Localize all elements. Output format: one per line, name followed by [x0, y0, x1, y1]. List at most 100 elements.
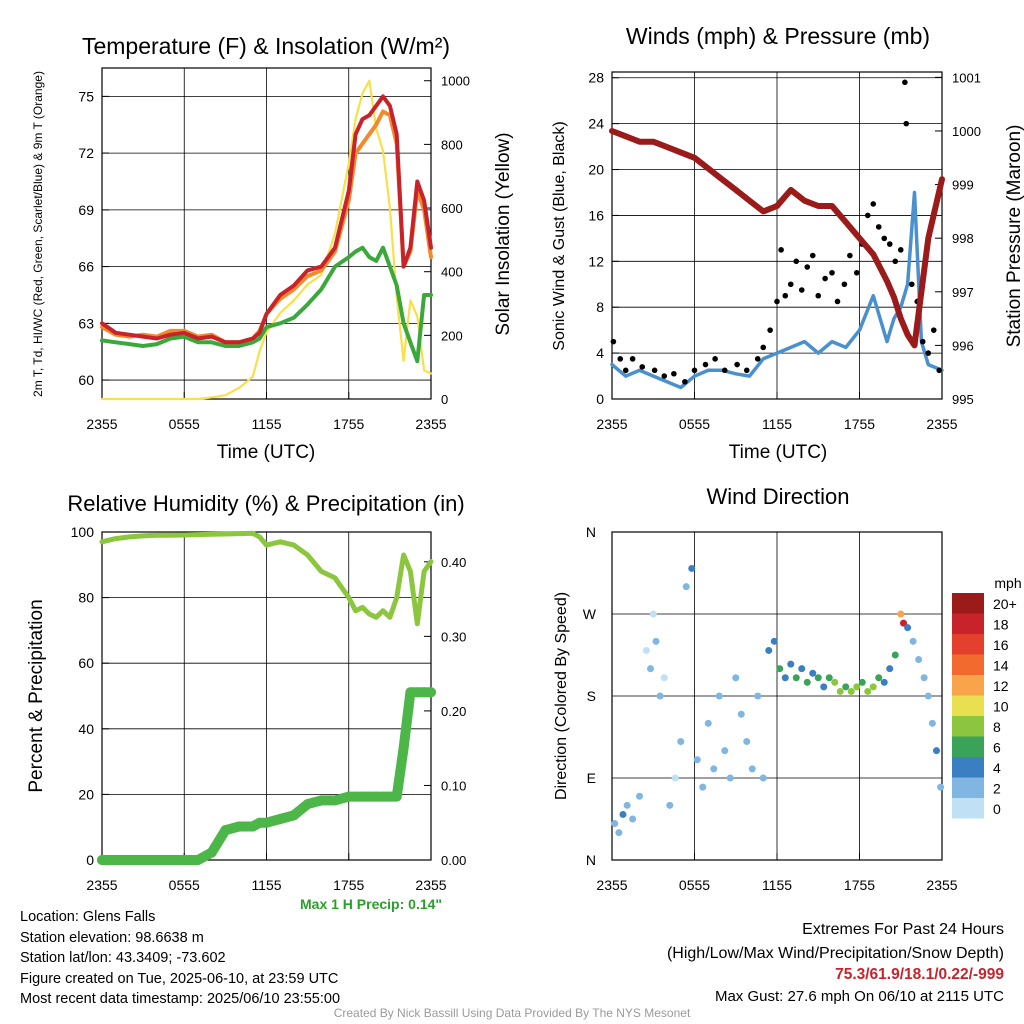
temp-y2tick-label: 600 [441, 201, 463, 216]
temp-xtick-label: 1155 [251, 416, 281, 432]
dir-legend-swatch [952, 798, 984, 819]
dir-point [666, 801, 674, 809]
wind-gust-point [809, 252, 816, 259]
dir-legend-label: 16 [993, 637, 1009, 653]
dir-point [765, 646, 773, 654]
wind-xtick-label: 2355 [596, 416, 627, 432]
rh-title: Relative Humidity (%) & Precipitation (i… [67, 491, 464, 516]
dir-point [677, 738, 685, 746]
dir-point [660, 674, 668, 682]
dir-point [915, 656, 923, 664]
dir-point [636, 792, 643, 800]
dir-point [623, 801, 631, 809]
dir-point [776, 665, 784, 673]
dir-legend-label: 6 [993, 740, 1001, 756]
wind-gust-point [778, 247, 784, 253]
wind-gust-point [721, 367, 728, 374]
wind-ytick-label: 24 [588, 116, 604, 132]
dir-point [770, 637, 778, 645]
wind-gust-point [897, 247, 904, 253]
rh-series-precip [97, 687, 436, 865]
dir-ytick-label: W [583, 606, 597, 622]
extremes-heading: Extremes For Past 24 Hours (High/Low/Max… [667, 918, 1004, 966]
dir-xtick-label: 1155 [762, 877, 792, 893]
dir-point [909, 637, 917, 645]
dir-xtick-label: 1755 [844, 877, 875, 893]
dir-point [710, 765, 718, 773]
dir-point [904, 624, 912, 632]
wind-gust-point [671, 370, 677, 377]
wind-gust-point [661, 373, 668, 379]
dir-legend-label: 8 [993, 719, 1001, 735]
wind-gust-point [682, 378, 688, 385]
dir-point [891, 651, 899, 659]
wind-ytick-label: 8 [596, 299, 604, 315]
rh-y2tick-label: 0.10 [441, 778, 466, 793]
wind-gust-point [754, 356, 761, 362]
wind-gust-point [815, 292, 822, 299]
rh-panel [101, 531, 432, 861]
wind-gust-point [902, 79, 908, 86]
dir-point [798, 665, 806, 673]
rh-xtick-label: 1155 [251, 877, 281, 893]
wind-gust-point [886, 241, 893, 247]
temp-series-temp_2m [100, 94, 433, 345]
wind-y2tick-label: 1000 [952, 124, 981, 139]
wind-gust-point [864, 212, 871, 219]
wind-gust-point [760, 344, 767, 351]
dir-point [820, 683, 828, 691]
dir-legend-swatch [952, 716, 984, 737]
max-gust-text: Max Gust: 27.6 mph On 06/10 at 2115 UTC [714, 988, 1004, 1005]
wind-gust-point [908, 281, 915, 288]
dir-point [748, 765, 756, 773]
dir-legend-swatch [952, 695, 984, 716]
wind-ytick-label: 4 [596, 345, 604, 361]
dir-point [847, 687, 855, 695]
max-precip-annotation: Max 1 H Precip: 0.14" [300, 896, 443, 912]
temp-y2label: Solar Insolation (Yellow) [493, 132, 514, 335]
wind-gust-point [930, 327, 937, 333]
rh-xtick-label: 2355 [415, 877, 446, 893]
dir-point [642, 646, 650, 654]
rh-y2tick-label: 0.30 [441, 629, 466, 644]
wind-gust-point [892, 258, 899, 265]
dir-ytick-label: N [586, 524, 596, 540]
dir-point [814, 674, 822, 682]
dir-point [886, 665, 894, 673]
dir-legend-swatch [952, 634, 984, 655]
dir-point [937, 783, 945, 791]
recent-data-text: Most recent data timestamp: 2025/06/10 2… [20, 991, 341, 1007]
wind-xtick-label: 1155 [762, 416, 792, 432]
extremes-title: Extremes For Past 24 Hours [802, 921, 1004, 938]
dir-legend-label: 12 [993, 678, 1009, 694]
dir-point [611, 820, 619, 828]
temp-y2tick-label: 400 [441, 265, 463, 280]
wind-series-wind_speed [610, 190, 944, 390]
dir-point [649, 610, 657, 618]
wind-gust-point [829, 269, 835, 276]
rh-ylabel: Percent & Precipitation [26, 599, 47, 792]
wind-gust-point [734, 361, 740, 368]
elevation-text: Station elevation: 98.6638 m [20, 929, 204, 946]
wind-gust-point [853, 269, 860, 276]
dir-point [715, 692, 723, 700]
wind-gust-point [841, 281, 848, 288]
dir-point [792, 674, 800, 682]
wind-y2tick-label: 999 [952, 178, 974, 193]
rh-y2tick-label: 0.40 [441, 555, 466, 570]
rh-ytick-label: 0 [86, 852, 94, 868]
wind-gust-point [639, 364, 646, 370]
temp-ytick-label: 69 [78, 202, 94, 218]
dir-legend-swatch [952, 613, 984, 634]
dir-point [875, 674, 883, 682]
wind-y2tick-label: 995 [952, 392, 974, 407]
wind-y2tick-label: 996 [952, 338, 974, 353]
wind-gust-point [925, 350, 932, 356]
wind-ytick-label: 20 [588, 162, 604, 178]
dir-point [743, 738, 751, 746]
dir-point [652, 637, 660, 645]
dir-point [864, 687, 872, 695]
wind-gust-point [834, 298, 841, 305]
dir-legend-swatch [952, 593, 984, 614]
wind-gust-point [712, 356, 718, 362]
